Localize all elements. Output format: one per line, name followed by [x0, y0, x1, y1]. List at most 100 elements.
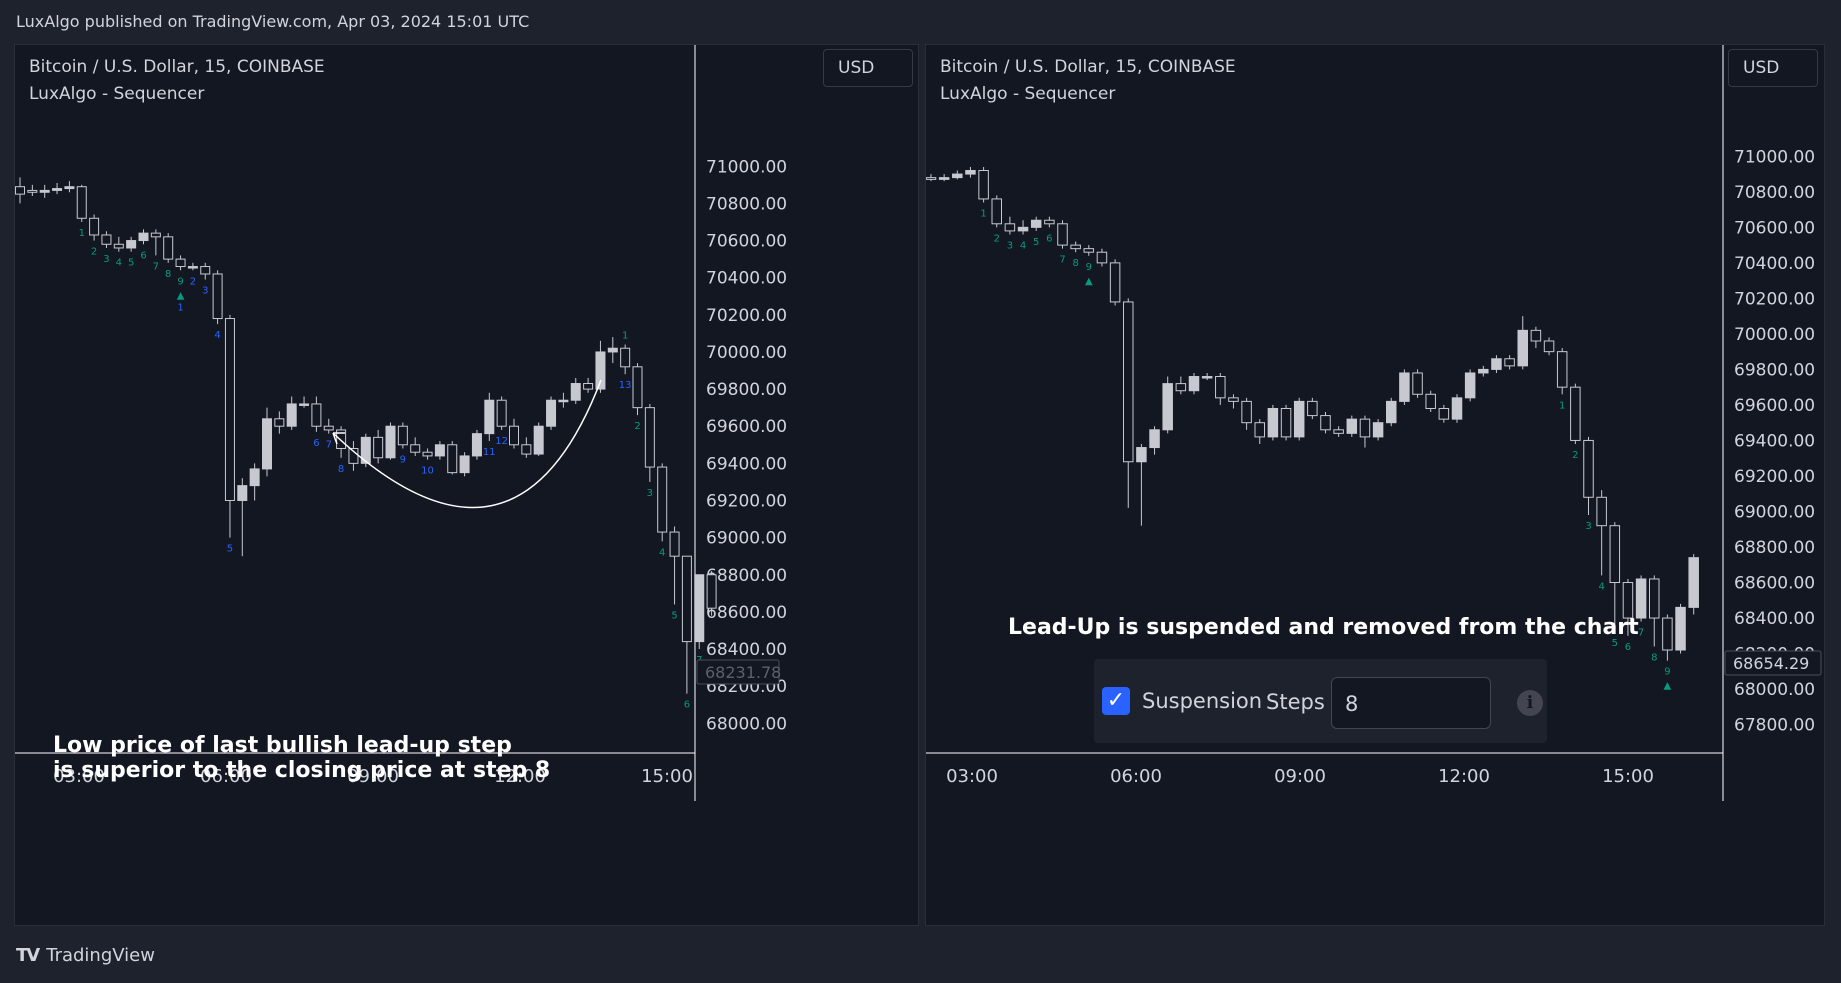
- candle-body: [1215, 376, 1226, 399]
- candle-body: [1530, 329, 1542, 342]
- sequence-step-label: 6: [1625, 642, 1631, 653]
- candle-body: [224, 318, 235, 501]
- candle-body: [1254, 422, 1265, 438]
- candle-body: [1386, 400, 1397, 424]
- candlestick-chart-right[interactable]: 71000.00 70800.00 70600.00 70400.00 70200.00…: [926, 45, 1826, 927]
- time-tick-label: 06:00: [200, 766, 252, 787]
- price-tick-label: 68600.00: [1734, 574, 1815, 594]
- last-price-tag: [696, 659, 780, 685]
- suspension-label[interactable]: Suspension: [1142, 689, 1263, 713]
- time-tick-label: 09:00: [1274, 766, 1326, 787]
- candle-body: [274, 418, 285, 427]
- candle-body: [286, 403, 297, 427]
- candle-body: [1609, 525, 1621, 584]
- candle-body: [89, 217, 100, 236]
- annotation-suspended: Lead-Up is suspended and removed from th…: [1008, 615, 1639, 640]
- sequence-step-label: 1: [177, 302, 183, 313]
- price-tick-label: 69000.00: [1734, 502, 1815, 522]
- candle-body: [1451, 397, 1463, 420]
- candle-body: [1543, 340, 1555, 353]
- sequence-step-label: 8: [165, 269, 171, 280]
- price-tick-label: 70000.00: [706, 343, 787, 363]
- chart-pane-right[interactable]: 71000.00 70800.00 70600.00 70400.00 70200.00…: [925, 44, 1825, 926]
- time-tick-label: 03:00: [53, 766, 105, 787]
- price-tick-label: 71000.00: [706, 157, 787, 177]
- price-tick-label: 69400.00: [1734, 431, 1815, 451]
- candle-body: [1399, 372, 1410, 402]
- candle-body: [1372, 422, 1384, 438]
- candle-body: [410, 444, 421, 453]
- candle-body: [926, 177, 937, 180]
- candle-body: [632, 366, 643, 409]
- last-price-tag: [1724, 650, 1822, 676]
- candle-body: [1044, 219, 1055, 225]
- candle-body: [1004, 223, 1016, 232]
- candle-body: [15, 186, 25, 195]
- footer-brand[interactable]: TV TradingView: [16, 945, 155, 966]
- sequence-step-label: 2: [1572, 450, 1578, 461]
- candle-body: [1504, 358, 1515, 367]
- tradingview-logo-icon: TV: [16, 945, 40, 966]
- candle-body: [1675, 606, 1686, 651]
- candle-body: [991, 198, 1002, 225]
- publisher-header: LuxAlgo published on TradingView.com, Ap…: [16, 12, 530, 31]
- symbol-title: Bitcoin / U.S. Dollar, 15, COINBASE: [29, 57, 325, 77]
- sequence-step-label: 4: [1598, 581, 1604, 592]
- time-tick-label: 15:00: [641, 766, 693, 787]
- candle-body: [706, 574, 717, 609]
- candle-body: [1649, 578, 1660, 619]
- price-tick-label: 70800.00: [1734, 183, 1815, 203]
- sequence-step-label: 8: [1072, 258, 1078, 269]
- chart-pane-left[interactable]: 71000.00 70800.00 70600.00 70400.00 70200.00…: [14, 44, 919, 926]
- time-tick-label: 12:00: [494, 766, 546, 787]
- candle-body: [422, 451, 433, 457]
- brand-name: TradingView: [46, 945, 155, 966]
- candle-body: [1688, 557, 1699, 608]
- indicator-title: LuxAlgo - Sequencer: [940, 84, 1116, 104]
- candle-body: [484, 399, 495, 435]
- sequence-step-label: 11: [483, 447, 496, 458]
- candle-body: [1149, 429, 1160, 449]
- sequence-step-label: 3: [1585, 521, 1591, 532]
- steps-input[interactable]: 8: [1331, 677, 1491, 729]
- price-tick-label: 69200.00: [1734, 467, 1815, 487]
- candle-body: [1359, 418, 1371, 438]
- candle-body: [471, 433, 482, 457]
- suspension-checkbox[interactable]: ✓: [1102, 687, 1130, 715]
- currency-button[interactable]: USD: [1728, 49, 1818, 87]
- sequence-step-label: 5: [128, 258, 134, 269]
- sequence-step-label: 8: [338, 464, 344, 475]
- candle-body: [175, 258, 186, 268]
- time-tick-label: 03:00: [946, 766, 998, 787]
- candle-body: [163, 236, 174, 260]
- candle-body: [360, 436, 371, 464]
- candle-body: [1438, 407, 1450, 420]
- price-tick-label: 68400.00: [1734, 609, 1815, 629]
- candle-body: [1622, 582, 1634, 619]
- price-tick-label: 70200.00: [706, 306, 787, 326]
- candlestick-chart-left[interactable]: 71000.00 70800.00 70600.00 70400.00 70200.00…: [15, 45, 920, 927]
- candle-body: [311, 403, 322, 427]
- sequence-step-label: 2: [634, 421, 640, 432]
- candle-body: [373, 436, 384, 459]
- time-tick-label: 09:00: [347, 766, 399, 787]
- info-icon[interactable]: i: [1517, 690, 1543, 716]
- sequence-step-label: 7: [326, 440, 332, 451]
- sequence-step-label: 10: [421, 466, 434, 477]
- candle-body: [1136, 447, 1147, 463]
- price-tick-label: 69800.00: [1734, 360, 1815, 380]
- candle-body: [1583, 439, 1594, 498]
- sequence-step-label: 3: [1007, 240, 1013, 251]
- price-tick-label: 70400.00: [706, 269, 787, 289]
- sequence-step-label: 4: [659, 547, 665, 558]
- price-tick-label: 69800.00: [706, 380, 787, 400]
- candle-body: [1280, 407, 1292, 438]
- candle-body: [64, 186, 75, 190]
- price-tick-label: 68800.00: [706, 566, 787, 586]
- sequence-step-label: 1: [1559, 400, 1565, 411]
- sequence-step-label: 7: [1638, 628, 1644, 639]
- candle-body: [546, 399, 557, 427]
- candle-body: [1556, 351, 1568, 388]
- candle-body: [323, 425, 334, 431]
- currency-button[interactable]: USD: [823, 49, 913, 87]
